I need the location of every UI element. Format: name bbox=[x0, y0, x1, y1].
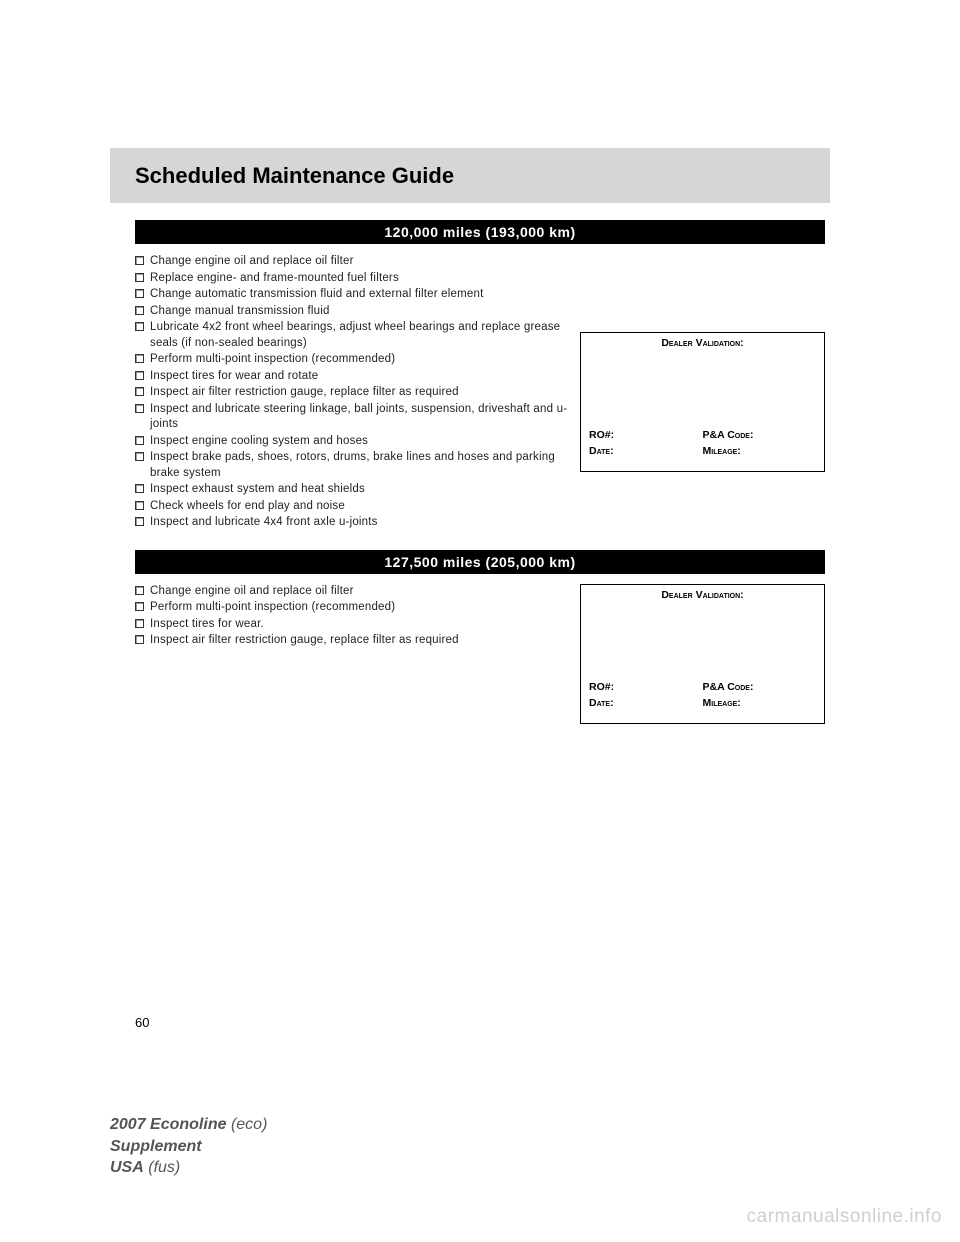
checkbox-icon bbox=[135, 306, 144, 315]
footer-block: 2007 Econoline (eco) Supplement USA (fus… bbox=[110, 1114, 267, 1179]
section-1: Change engine oil and replace oil filter… bbox=[135, 254, 825, 532]
dealer-validation-box-2: Dealer Validation: RO#: P&A Code: Date: … bbox=[580, 584, 825, 724]
footer-supplement: Supplement bbox=[110, 1138, 202, 1155]
list-item: Inspect air filter restriction gauge, re… bbox=[135, 385, 570, 401]
footer-model: 2007 Econoline bbox=[110, 1116, 227, 1133]
item-text: Inspect air filter restriction gauge, re… bbox=[150, 633, 459, 649]
item-text: Inspect air filter restriction gauge, re… bbox=[150, 385, 459, 401]
page-container: Scheduled Maintenance Guide 120,000 mile… bbox=[0, 0, 960, 1242]
checkbox-icon bbox=[135, 404, 144, 413]
checkbox-icon bbox=[135, 273, 144, 282]
dealer-title: Dealer Validation: bbox=[581, 333, 824, 353]
miles-header-2: 127,500 miles (205,000 km) bbox=[135, 550, 825, 574]
dealer-ro-label: RO#: bbox=[589, 429, 703, 441]
item-text: Perform multi-point inspection (recommen… bbox=[150, 600, 395, 616]
checkbox-icon bbox=[135, 501, 144, 510]
checkbox-icon bbox=[135, 289, 144, 298]
dealer-pacode-label: P&A Code: bbox=[703, 681, 817, 693]
checkbox-icon bbox=[135, 602, 144, 611]
list-item: Inspect exhaust system and heat shields bbox=[135, 482, 570, 498]
item-text: Change manual transmission fluid bbox=[150, 304, 330, 320]
dealer-mileage-label: Mileage: bbox=[703, 697, 817, 709]
list-item: Change engine oil and replace oil filter bbox=[135, 254, 570, 270]
item-text: Change automatic transmission fluid and … bbox=[150, 287, 484, 303]
footer-line-1: 2007 Econoline (eco) bbox=[110, 1114, 267, 1136]
list-item: Inspect and lubricate steering linkage, … bbox=[135, 402, 570, 433]
dealer-validation-box-1: Dealer Validation: RO#: P&A Code: Date: … bbox=[580, 332, 825, 472]
dealer-ro-label: RO#: bbox=[589, 681, 703, 693]
footer-code-1: (eco) bbox=[231, 1116, 267, 1133]
checklist-2: Change engine oil and replace oil filter… bbox=[135, 584, 570, 724]
dealer-pacode-label: P&A Code: bbox=[703, 429, 817, 441]
checkbox-icon bbox=[135, 517, 144, 526]
list-item: Inspect brake pads, shoes, rotors, drums… bbox=[135, 450, 570, 481]
list-item: Change manual transmission fluid bbox=[135, 304, 570, 320]
checkbox-icon bbox=[135, 256, 144, 265]
page-title: Scheduled Maintenance Guide bbox=[135, 163, 454, 189]
checkbox-icon bbox=[135, 371, 144, 380]
list-item: Check wheels for end play and noise bbox=[135, 499, 570, 515]
item-text: Inspect and lubricate 4x4 front axle u-j… bbox=[150, 515, 378, 531]
item-text: Check wheels for end play and noise bbox=[150, 499, 345, 515]
watermark: carmanualsonline.info bbox=[747, 1206, 942, 1228]
item-text: Inspect tires for wear. bbox=[150, 617, 264, 633]
checkbox-icon bbox=[135, 452, 144, 461]
list-item: Change automatic transmission fluid and … bbox=[135, 287, 570, 303]
header-bar: Scheduled Maintenance Guide bbox=[110, 148, 830, 203]
checkbox-icon bbox=[135, 484, 144, 493]
checklist-1: Change engine oil and replace oil filter… bbox=[135, 254, 570, 532]
dealer-row: Date: Mileage: bbox=[581, 445, 824, 461]
checkbox-icon bbox=[135, 635, 144, 644]
dealer-row: Date: Mileage: bbox=[581, 697, 824, 713]
item-text: Lubricate 4x2 front wheel bearings, adju… bbox=[150, 320, 570, 351]
item-text: Replace engine- and frame-mounted fuel f… bbox=[150, 271, 399, 287]
section-2: Change engine oil and replace oil filter… bbox=[135, 584, 825, 724]
item-text: Inspect tires for wear and rotate bbox=[150, 369, 318, 385]
list-item: Lubricate 4x2 front wheel bearings, adju… bbox=[135, 320, 570, 351]
dealer-title: Dealer Validation: bbox=[581, 585, 824, 605]
dealer-row: RO#: P&A Code: bbox=[581, 429, 824, 445]
list-item: Perform multi-point inspection (recommen… bbox=[135, 600, 570, 616]
checkbox-icon bbox=[135, 619, 144, 628]
list-item: Inspect tires for wear and rotate bbox=[135, 369, 570, 385]
item-text: Inspect exhaust system and heat shields bbox=[150, 482, 365, 498]
item-text: Change engine oil and replace oil filter bbox=[150, 254, 354, 270]
list-item: Inspect air filter restriction gauge, re… bbox=[135, 633, 570, 649]
checkbox-icon bbox=[135, 354, 144, 363]
item-text: Inspect engine cooling system and hoses bbox=[150, 434, 368, 450]
dealer-row: RO#: P&A Code: bbox=[581, 681, 824, 697]
dealer-date-label: Date: bbox=[589, 445, 703, 457]
page-number: 60 bbox=[135, 1015, 149, 1030]
footer-region: USA bbox=[110, 1159, 144, 1176]
dealer-spacer bbox=[581, 353, 824, 429]
dealer-spacer bbox=[581, 605, 824, 681]
checkbox-icon bbox=[135, 322, 144, 331]
list-item: Inspect engine cooling system and hoses bbox=[135, 434, 570, 450]
list-item: Perform multi-point inspection (recommen… bbox=[135, 352, 570, 368]
item-text: Perform multi-point inspection (recommen… bbox=[150, 352, 395, 368]
footer-line-3: USA (fus) bbox=[110, 1157, 267, 1179]
checkbox-icon bbox=[135, 387, 144, 396]
dealer-date-label: Date: bbox=[589, 697, 703, 709]
footer-line-2: Supplement bbox=[110, 1136, 267, 1158]
footer-code-3: (fus) bbox=[148, 1159, 180, 1176]
item-text: Inspect and lubricate steering linkage, … bbox=[150, 402, 570, 433]
list-item: Inspect tires for wear. bbox=[135, 617, 570, 633]
content-area: 120,000 miles (193,000 km) Change engine… bbox=[135, 220, 825, 742]
item-text: Change engine oil and replace oil filter bbox=[150, 584, 354, 600]
dealer-mileage-label: Mileage: bbox=[703, 445, 817, 457]
list-item: Inspect and lubricate 4x4 front axle u-j… bbox=[135, 515, 570, 531]
checkbox-icon bbox=[135, 436, 144, 445]
list-item: Change engine oil and replace oil filter bbox=[135, 584, 570, 600]
list-item: Replace engine- and frame-mounted fuel f… bbox=[135, 271, 570, 287]
checkbox-icon bbox=[135, 586, 144, 595]
item-text: Inspect brake pads, shoes, rotors, drums… bbox=[150, 450, 570, 481]
miles-header-1: 120,000 miles (193,000 km) bbox=[135, 220, 825, 244]
